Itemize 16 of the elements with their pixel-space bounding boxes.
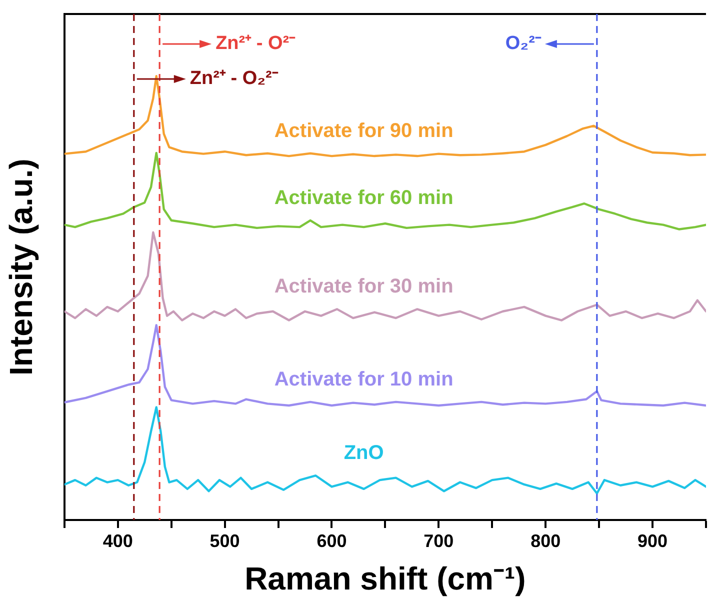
x-axis-title: Raman shift (cm⁻¹) xyxy=(244,560,526,597)
ref-line-label: Zn²⁺ - O₂²⁻ xyxy=(190,68,279,90)
series-label: ZnO xyxy=(344,442,384,464)
series-label: Activate for 30 min xyxy=(274,276,454,298)
x-tick-label: 800 xyxy=(530,530,561,551)
x-tick-label: 500 xyxy=(210,530,240,551)
x-tick-label: 900 xyxy=(638,530,668,551)
y-axis-title: Intensity (a.u.) xyxy=(3,158,40,376)
series-label: Activate for 60 min xyxy=(274,186,454,209)
x-tick-label: 400 xyxy=(102,530,133,551)
ref-line-label: O₂²⁻ xyxy=(505,33,542,54)
x-tick-label: 700 xyxy=(424,530,454,551)
x-tick-label: 600 xyxy=(316,530,347,551)
ref-line-label: Zn²⁺ - O²⁻ xyxy=(216,33,296,54)
series-label: Activate for 90 min xyxy=(274,120,454,142)
series-label: Activate for 10 min xyxy=(274,368,454,390)
